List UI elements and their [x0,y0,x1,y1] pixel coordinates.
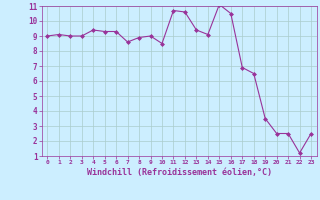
X-axis label: Windchill (Refroidissement éolien,°C): Windchill (Refroidissement éolien,°C) [87,168,272,177]
